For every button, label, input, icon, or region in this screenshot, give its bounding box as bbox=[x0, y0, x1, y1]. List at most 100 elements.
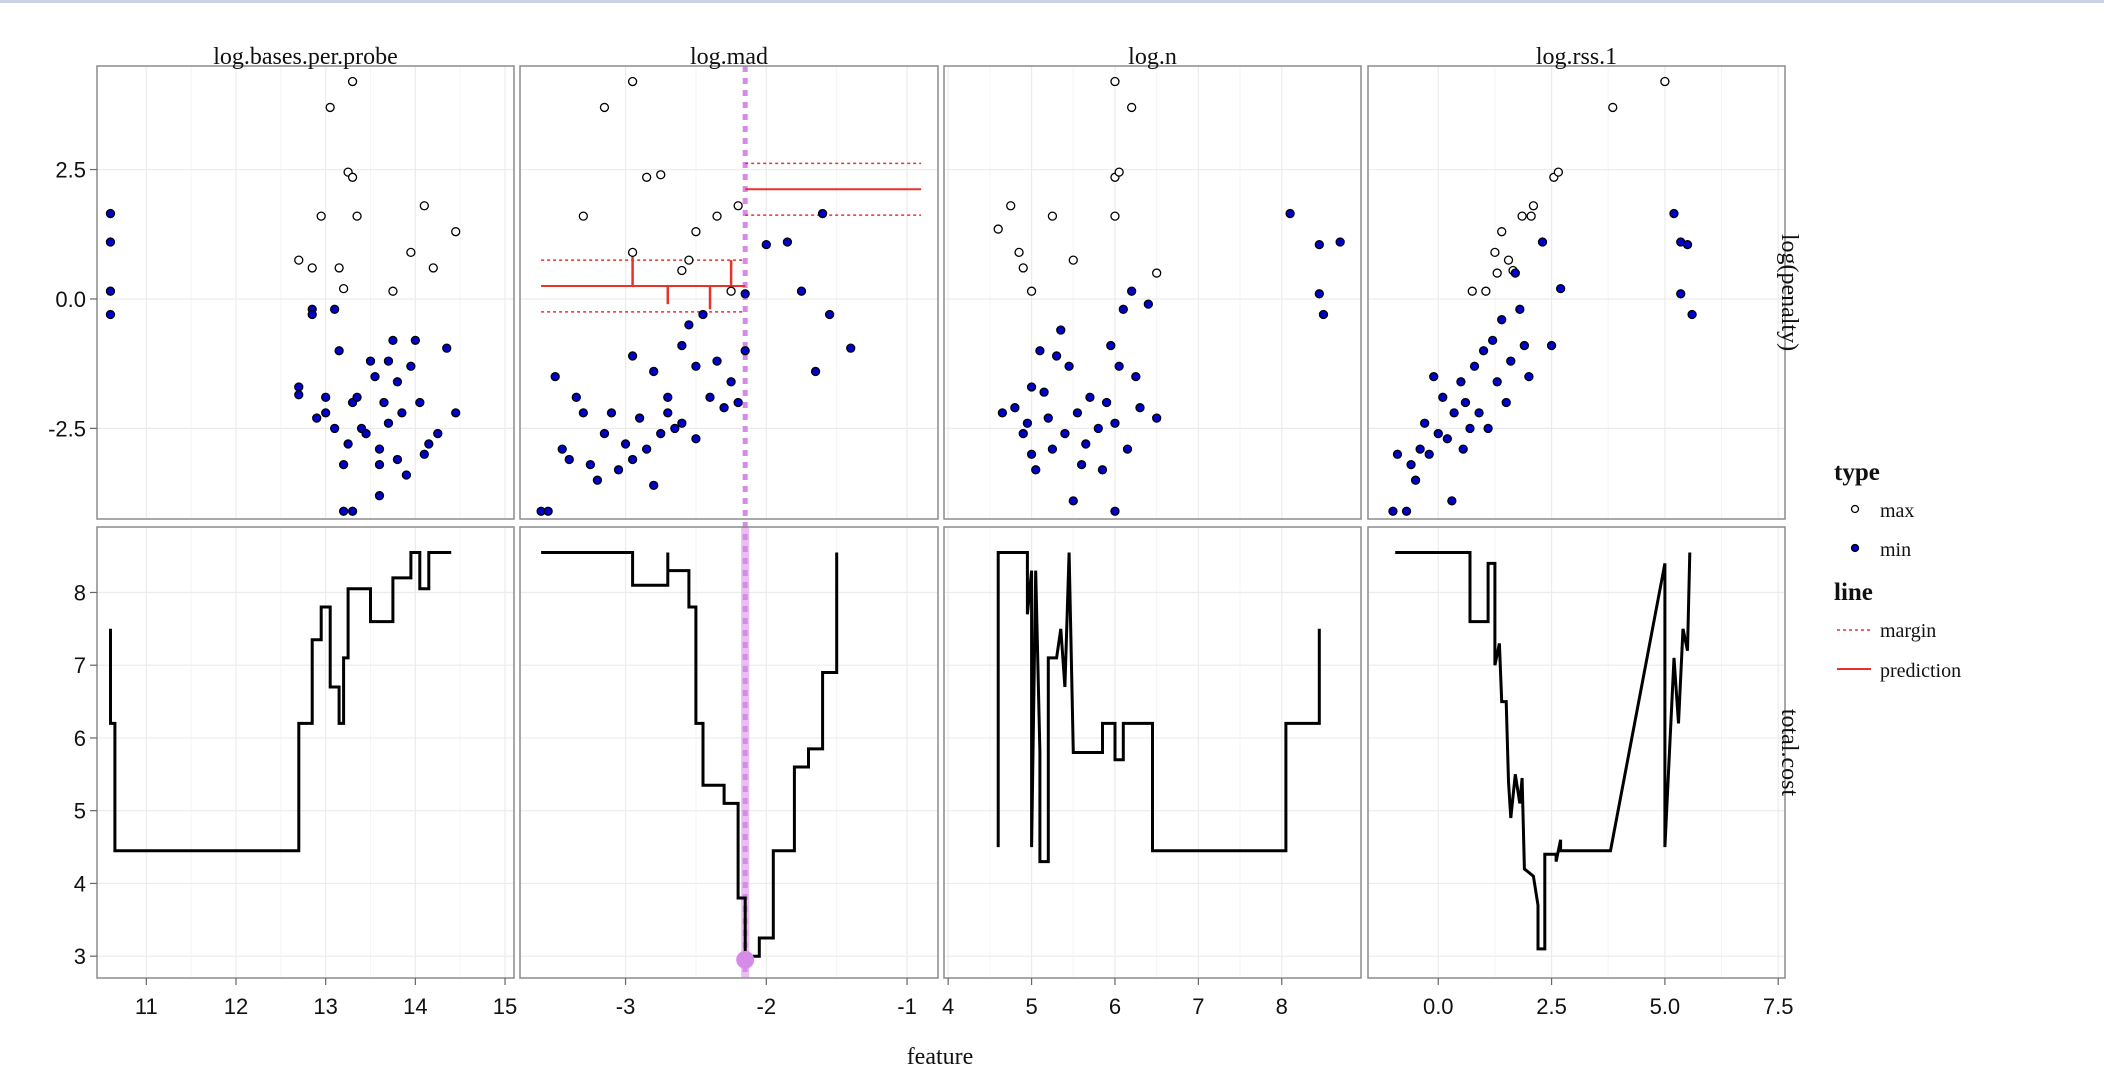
point-min bbox=[1515, 304, 1525, 314]
point-min bbox=[347, 506, 358, 516]
point-max bbox=[1517, 211, 1527, 221]
point-min bbox=[1335, 237, 1345, 247]
point-min bbox=[1460, 397, 1471, 408]
point-min bbox=[329, 304, 340, 314]
legend-item: margin bbox=[1880, 620, 1936, 642]
point-min bbox=[691, 434, 701, 444]
point-min bbox=[1056, 325, 1066, 335]
panel-border bbox=[1367, 65, 1786, 520]
point-min bbox=[1060, 428, 1070, 439]
point-min bbox=[719, 403, 729, 413]
point-max bbox=[578, 211, 588, 221]
point-min bbox=[578, 408, 588, 418]
point-max bbox=[1006, 201, 1016, 211]
point-max bbox=[1127, 102, 1137, 113]
x-tick-label: 7.5 bbox=[1763, 994, 1794, 1019]
legend-key-max bbox=[1850, 504, 1860, 514]
point-min bbox=[1081, 439, 1091, 449]
point-max bbox=[1660, 76, 1670, 87]
point-min bbox=[740, 289, 750, 299]
facet-title: log.n bbox=[1128, 44, 1177, 70]
panel-background bbox=[97, 66, 514, 519]
point-min bbox=[442, 343, 452, 353]
x-tick-label: 6 bbox=[1109, 994, 1121, 1019]
x-tick-label: 0.0 bbox=[1423, 994, 1454, 1019]
point-min bbox=[585, 459, 596, 470]
point-min bbox=[592, 475, 603, 485]
panel-border bbox=[519, 526, 939, 979]
point-min bbox=[383, 356, 394, 366]
point-min bbox=[1483, 423, 1493, 434]
point-max bbox=[677, 265, 687, 276]
point-max bbox=[347, 172, 358, 182]
x-tick-label: 13 bbox=[313, 994, 337, 1019]
point-min bbox=[370, 371, 380, 382]
point-min bbox=[1501, 397, 1511, 408]
x-tick-label: 5.0 bbox=[1650, 994, 1681, 1019]
point-max bbox=[388, 286, 398, 296]
point-max bbox=[1553, 167, 1564, 177]
point-min bbox=[374, 444, 385, 454]
point-min bbox=[105, 237, 116, 247]
point-min bbox=[105, 309, 116, 320]
y-tick-label: 7 bbox=[74, 653, 86, 678]
point-min bbox=[338, 506, 349, 516]
y-tick-label: -2.5 bbox=[48, 416, 86, 441]
point-min bbox=[1676, 289, 1686, 299]
total-cost-line bbox=[996, 551, 1321, 864]
point-max bbox=[1497, 227, 1507, 237]
point-max bbox=[642, 172, 652, 182]
point-max bbox=[428, 263, 438, 273]
point-min bbox=[1051, 351, 1062, 361]
point-min bbox=[1456, 377, 1466, 387]
point-min bbox=[1039, 387, 1049, 397]
y-tick-label: 8 bbox=[74, 580, 86, 605]
point-min bbox=[1519, 340, 1530, 351]
x-tick-label: 7 bbox=[1192, 994, 1204, 1019]
point-min bbox=[374, 459, 385, 470]
y-tick-label: 2.5 bbox=[55, 158, 86, 183]
point-max bbox=[1114, 167, 1124, 177]
point-min bbox=[410, 335, 421, 346]
point-min bbox=[1442, 434, 1452, 444]
point-min bbox=[352, 392, 362, 402]
point-min bbox=[550, 371, 560, 382]
x-tick-label: 2.5 bbox=[1536, 994, 1567, 1019]
point-min bbox=[312, 413, 322, 423]
point-min bbox=[824, 309, 835, 320]
point-min bbox=[691, 361, 701, 371]
point-max bbox=[733, 201, 743, 211]
panel-background bbox=[944, 66, 1361, 519]
point-min bbox=[321, 392, 331, 402]
point-min bbox=[810, 366, 821, 377]
point-max bbox=[627, 247, 638, 258]
point-min bbox=[388, 335, 398, 346]
point-max bbox=[599, 102, 610, 113]
point-max bbox=[294, 255, 304, 265]
point-max bbox=[1492, 268, 1502, 278]
point-min bbox=[1478, 346, 1489, 356]
point-min bbox=[1010, 403, 1020, 413]
point-min bbox=[1068, 496, 1078, 506]
point-min bbox=[663, 392, 673, 402]
point-min bbox=[677, 418, 687, 428]
point-min bbox=[1118, 304, 1128, 314]
point-min bbox=[726, 377, 736, 387]
panel-border bbox=[96, 65, 515, 520]
point-min bbox=[1458, 444, 1468, 454]
point-min bbox=[649, 480, 659, 490]
panel-border bbox=[1367, 526, 1786, 979]
total-cost-line bbox=[109, 551, 452, 853]
point-max bbox=[726, 286, 736, 296]
x-tick-label: 12 bbox=[224, 994, 248, 1019]
panel-border bbox=[943, 65, 1362, 520]
point-min bbox=[627, 351, 638, 361]
point-min bbox=[415, 397, 425, 408]
panel-background bbox=[520, 527, 938, 978]
point-min bbox=[698, 309, 708, 320]
point-max bbox=[451, 227, 461, 237]
point-max bbox=[1503, 255, 1514, 265]
point-min bbox=[817, 208, 828, 219]
point-min bbox=[379, 397, 389, 408]
